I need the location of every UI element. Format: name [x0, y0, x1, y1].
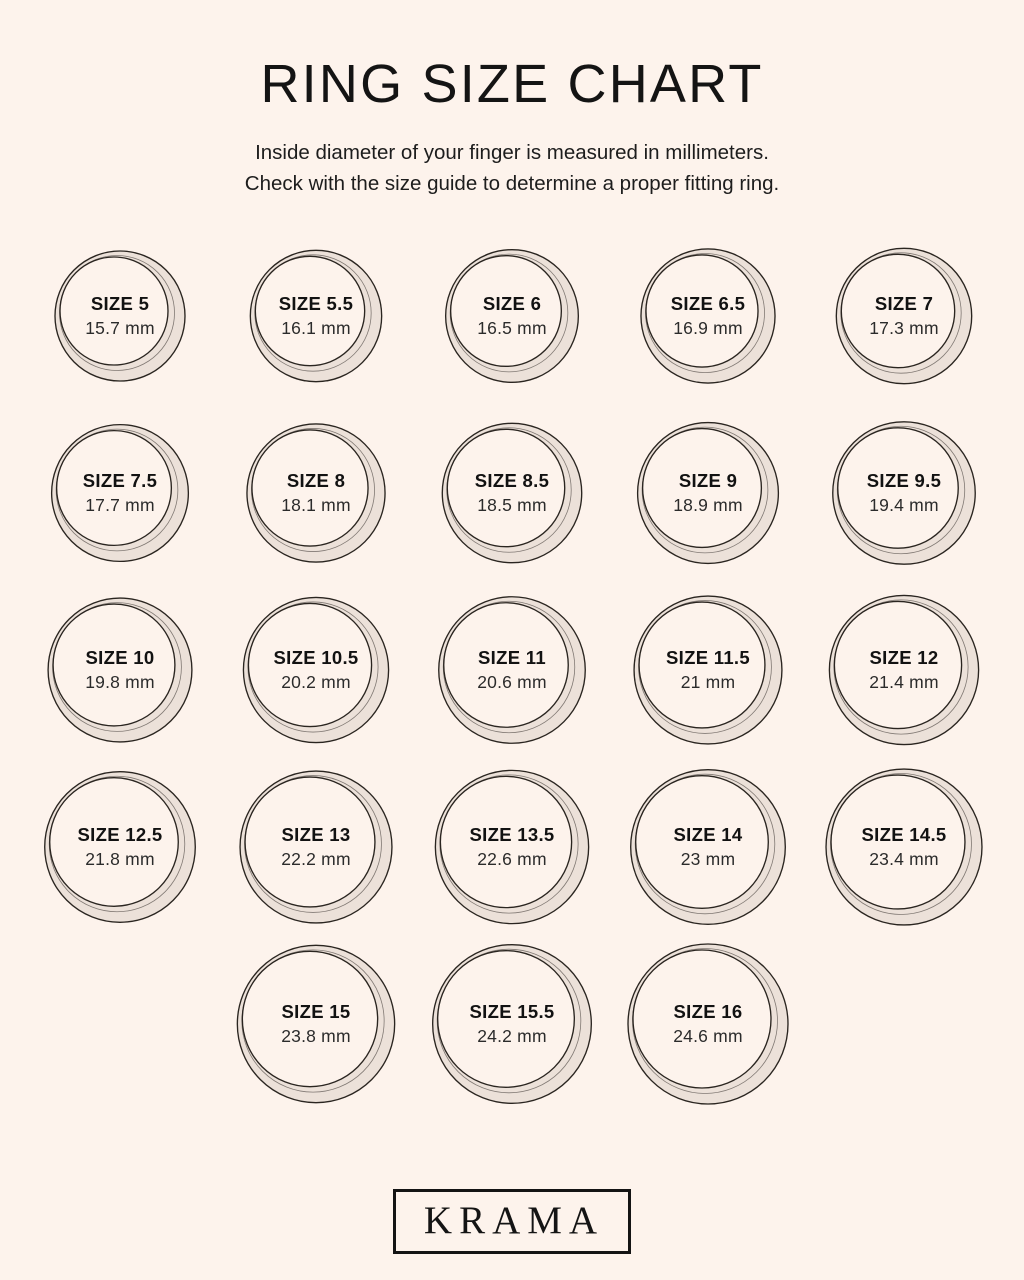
ring-item[interactable]: SIZE 16 24.6 mm: [610, 934, 806, 1113]
ring-item[interactable]: SIZE 8.5 18.5 mm: [414, 404, 610, 581]
brand-name: KRAMA: [423, 1199, 605, 1242]
ring-illustration: [624, 586, 792, 753]
ring-item[interactable]: SIZE 13 22.2 mm: [218, 758, 414, 935]
ring-illustration: [227, 935, 405, 1112]
ring-illustration: [429, 586, 595, 753]
ring-illustration: [45, 241, 195, 390]
ring-item[interactable]: SIZE 12 21.4 mm: [806, 581, 1002, 758]
ring-illustration: [823, 411, 985, 574]
ring-illustration: [237, 413, 395, 572]
subtitle: Inside diameter of your finger is measur…: [0, 137, 1024, 199]
ring-item[interactable]: SIZE 15 23.8 mm: [218, 935, 414, 1112]
ring-illustration: [35, 761, 205, 932]
ring-illustration: [628, 412, 788, 573]
ring-item[interactable]: SIZE 6 16.5 mm: [414, 227, 610, 404]
ring-item[interactable]: SIZE 5 15.7 mm: [22, 227, 218, 404]
ring-item[interactable]: SIZE 14 23 mm: [610, 758, 806, 935]
ring-item[interactable]: SIZE 9.5 19.4 mm: [806, 404, 1002, 581]
ring-illustration: [42, 414, 198, 571]
ring-row: SIZE 5 15.7 mm SIZE 5.5 16.1 mm SIZE 6 16.5 m…: [0, 227, 1024, 404]
ring-item[interactable]: SIZE 6.5 16.9 mm: [610, 227, 806, 404]
ring-item[interactable]: SIZE 8 18.1 mm: [218, 404, 414, 581]
ring-illustration: [230, 761, 402, 932]
brand-logo: KRAMA: [392, 1189, 632, 1254]
ring-grid: SIZE 5 15.7 mm SIZE 5.5 16.1 mm SIZE 6 16.5 m…: [0, 227, 1024, 1113]
ring-illustration: [423, 934, 601, 1113]
ring-item[interactable]: SIZE 10 19.8 mm: [22, 581, 218, 758]
ring-item[interactable]: SIZE 14.5 23.4 mm: [806, 758, 1002, 935]
subtitle-line-2: Check with the size guide to determine a…: [244, 171, 780, 195]
header: RING SIZE CHART Inside diameter of your …: [0, 0, 1024, 199]
ring-illustration: [621, 759, 795, 934]
ring-row: SIZE 7.5 17.7 mm SIZE 8 18.1 mm SIZE 8.5 18.5…: [0, 404, 1024, 581]
ring-illustration: [826, 238, 982, 393]
ring-item[interactable]: SIZE 13.5 22.6 mm: [414, 758, 610, 935]
ring-illustration: [38, 588, 202, 751]
ring-illustration: [240, 240, 392, 391]
ring-row: SIZE 12.5 21.8 mm SIZE 13 22.2 mm SIZE 13.5 2…: [0, 758, 1024, 935]
ring-item[interactable]: SIZE 15.5 24.2 mm: [414, 934, 610, 1113]
ring-illustration: [631, 238, 785, 393]
ring-item[interactable]: SIZE 7.5 17.7 mm: [22, 404, 218, 581]
ring-illustration: [425, 760, 599, 933]
footer: KRAMA: [0, 1189, 1024, 1254]
ring-item[interactable]: SIZE 11.5 21 mm: [610, 581, 806, 758]
ring-row: SIZE 10 19.8 mm SIZE 10.5 20.2 mm SIZE 11 20.…: [0, 581, 1024, 758]
ring-item[interactable]: SIZE 5.5 16.1 mm: [218, 227, 414, 404]
ring-illustration: [816, 759, 992, 934]
ring-illustration: [436, 239, 588, 392]
ring-item[interactable]: SIZE 9 18.9 mm: [610, 404, 806, 581]
ring-item[interactable]: SIZE 10.5 20.2 mm: [218, 581, 414, 758]
ring-item[interactable]: SIZE 11 20.6 mm: [414, 581, 610, 758]
ring-item[interactable]: SIZE 7 17.3 mm: [806, 227, 1002, 404]
ring-illustration: [233, 587, 399, 752]
ring-illustration: [432, 413, 592, 572]
ring-illustration: [819, 585, 989, 754]
ring-row: SIZE 15 23.8 mm SIZE 15.5 24.2 mm SIZE 16 24.…: [0, 934, 1024, 1113]
ring-item[interactable]: SIZE 12.5 21.8 mm: [22, 758, 218, 935]
subtitle-line-1: Inside diameter of your finger is measur…: [255, 140, 769, 164]
ring-illustration: [618, 934, 798, 1113]
page-title: RING SIZE CHART: [260, 54, 764, 114]
